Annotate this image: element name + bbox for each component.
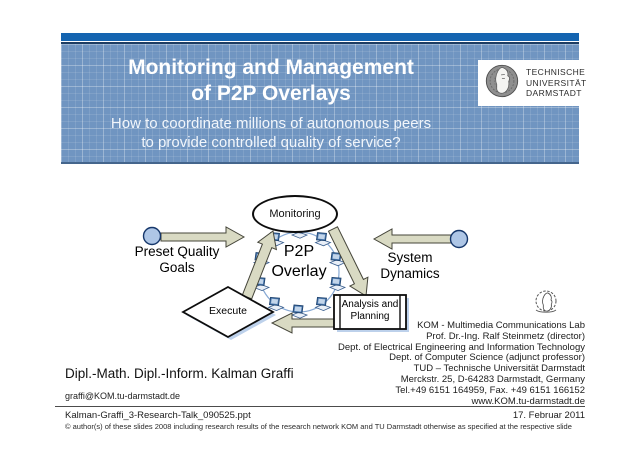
banner-top-stripe <box>61 33 579 41</box>
contact-line: Prof. Dr.-Ing. Ralf Steinmetz (director) <box>426 330 585 342</box>
execute-label: Execute <box>209 305 247 317</box>
contact-line: Tel.+49 6151 164959, Fax. +49 6151 16615… <box>395 384 585 396</box>
footer-divider <box>55 406 585 407</box>
slide-subtitle: How to coordinate millions of autonomous… <box>61 114 481 152</box>
preset-goals-arrow <box>160 226 246 248</box>
monitoring-label: Monitoring <box>269 208 321 220</box>
p2p-overlay-line1: P2P <box>283 243 315 260</box>
footer-filename: Kalman-Graffi_3-Research-Talk_090525.ppt <box>65 410 251 421</box>
tu-logo-text: TECHNISCHE UNIVERSITÄT DARMSTADT <box>526 67 587 99</box>
p2p-overlay-line2: Overlay <box>271 263 327 280</box>
p2p-overlay-label: P2P Overlay <box>259 242 339 282</box>
analysis-box <box>333 294 407 330</box>
execute-to-monitoring-arrow <box>241 230 278 300</box>
system-dynamics-arrow <box>372 228 457 250</box>
system-dynamics-line2: Dynamics <box>380 266 440 281</box>
athena-head-sketch-icon <box>528 288 564 321</box>
slide-title-line2: of P2P Overlays <box>191 82 351 105</box>
contact-line: Merckstr. 25, D-64283 Darmstadt, Germany <box>400 373 585 385</box>
contact-line: Dept. of Computer Science (adjunct profe… <box>389 352 585 364</box>
preset-goals-line2: Goals <box>159 260 195 275</box>
slide-subtitle-line2: to provide controlled quality of service… <box>141 134 401 151</box>
contact-line: KOM - Multimedia Communications Lab <box>417 320 585 331</box>
slide-title-line1: Monitoring and Management <box>128 56 414 79</box>
monitoring-node: Monitoring <box>252 195 338 233</box>
preset-goals-node <box>142 226 162 246</box>
system-dynamics-node <box>449 229 469 249</box>
tu-logo-line3: DARMSTADT <box>526 88 582 99</box>
author-name: Dipl.-Math. Dipl.-Inform. Kalman Graffi <box>65 366 294 381</box>
athena-emblem-icon <box>483 62 521 105</box>
preset-quality-goals-label: Preset Quality Goals <box>127 244 227 276</box>
execute-diamond <box>181 285 275 339</box>
tu-darmstadt-logo: TECHNISCHE UNIVERSITÄT DARMSTADT <box>478 60 594 106</box>
system-dynamics-line1: System <box>387 250 433 265</box>
analysis-line2: Planning <box>350 310 390 322</box>
contact-block: KOM - Multimedia Communications Lab Prof… <box>338 320 585 407</box>
contact-line: TUD – Technische Universität Darmstadt <box>413 363 585 375</box>
footer-copyright: © author(s) of these slides 2008 includi… <box>65 422 572 431</box>
peer-computer-icon <box>268 296 284 312</box>
contact-line: Dept. of Electrical Engineering and Info… <box>338 341 585 353</box>
tu-logo-line1: TECHNISCHE <box>526 67 586 78</box>
slide-title: Monitoring and Management of P2P Overlay… <box>61 55 481 107</box>
monitoring-to-analysis-arrow <box>327 226 369 297</box>
system-dynamics-label: System Dynamics <box>365 250 455 282</box>
contact-website: www.KOM.tu-darmstadt.de <box>471 395 585 407</box>
preset-goals-line1: Preset Quality <box>134 244 220 259</box>
footer-date: 17. Februar 2011 <box>512 410 585 421</box>
analysis-planning-label: Analysis and Planning <box>334 299 406 322</box>
analysis-line1: Analysis and <box>341 299 399 310</box>
author-email: graffi@KOM.tu-darmstadt.de <box>65 391 181 401</box>
tu-logo-line2: UNIVERSITÄT <box>526 77 587 88</box>
slide-subtitle-line1: How to coordinate millions of autonomous… <box>110 115 432 132</box>
